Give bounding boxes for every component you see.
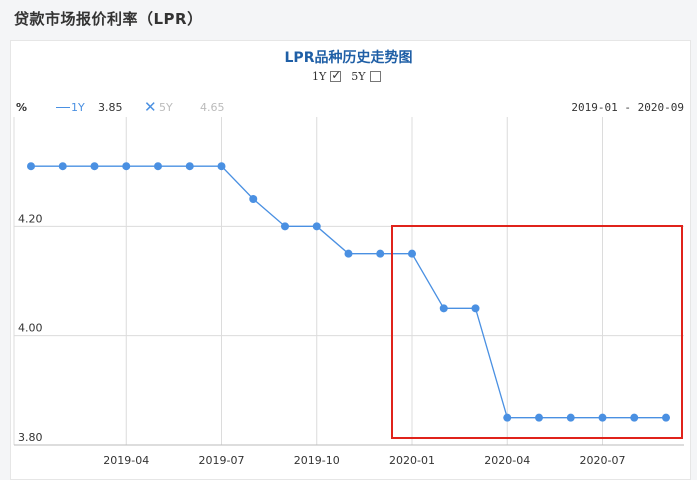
data-point <box>154 162 162 171</box>
toggle-5y-checkbox[interactable] <box>369 70 381 82</box>
toggle-5y-label: 5Y <box>351 69 366 83</box>
data-point <box>408 249 416 258</box>
data-point <box>376 249 385 258</box>
x-tick-label: 2020-01 <box>389 454 435 467</box>
data-point <box>598 413 607 422</box>
legend-series-1y[interactable]: 1Y <box>71 101 85 114</box>
date-range: 2019-01 - 2020-09 <box>571 101 684 114</box>
data-point <box>217 162 226 171</box>
x-tick-label: 2019-10 <box>294 454 340 467</box>
legend-line-swatch <box>56 107 70 108</box>
data-point <box>281 222 289 231</box>
chart-card <box>10 40 691 480</box>
legend-series-5y[interactable]: 5Y <box>159 101 173 114</box>
y-tick-label: 4.00 <box>18 322 43 335</box>
data-point <box>249 195 258 203</box>
y-tick-label: 3.80 <box>18 431 43 444</box>
data-point <box>439 304 448 313</box>
page-title: 贷款市场报价利率（LPR） <box>14 10 203 28</box>
data-point <box>662 413 670 422</box>
data-point <box>566 413 575 422</box>
data-point <box>122 162 131 171</box>
x-tick-label: 2020-04 <box>484 454 530 467</box>
toggle-1y-label: 1Y <box>312 69 327 83</box>
data-point <box>535 413 543 422</box>
legend-value-1y: 3.85 <box>98 101 123 114</box>
data-point <box>185 162 194 171</box>
toggle-1y-checkbox[interactable] <box>330 68 341 82</box>
x-tick-label: 2019-04 <box>103 454 149 467</box>
legend-value-5y: 4.65 <box>200 101 225 114</box>
highlight-box <box>391 225 683 439</box>
data-point <box>630 413 639 422</box>
data-point <box>90 162 99 171</box>
data-point <box>344 249 353 258</box>
chart-title: LPR品种历史走势图 <box>284 50 413 66</box>
chart-legend: % 1Y 3.85 ✕ 5Y 4.65 2019-01 - 2020-09 <box>14 98 684 116</box>
close-icon[interactable]: ✕ <box>144 98 157 116</box>
data-point <box>27 162 35 171</box>
x-tick-label: 2020-07 <box>580 454 626 467</box>
data-point <box>312 222 321 231</box>
series-toggles: 1Y 5Y <box>312 68 387 84</box>
y-tick-label: 4.20 <box>18 212 43 225</box>
data-point <box>58 162 67 171</box>
unit-label: % <box>16 101 28 114</box>
x-tick-label: 2019-07 <box>199 454 245 467</box>
data-point <box>471 304 480 313</box>
data-point <box>503 413 512 422</box>
